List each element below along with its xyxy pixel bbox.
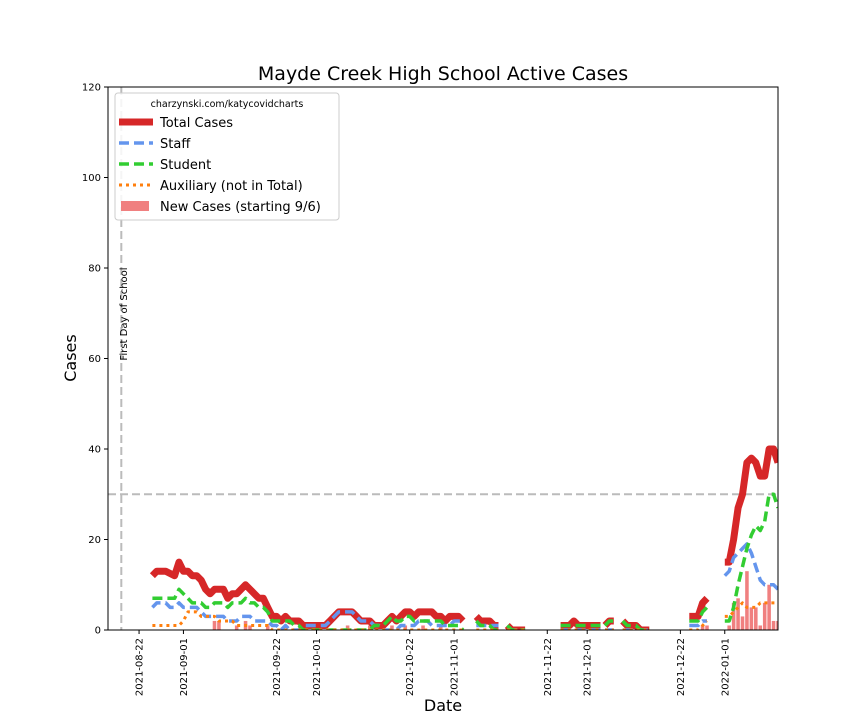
- new-cases-bar: [345, 625, 350, 630]
- student-line: [621, 619, 650, 630]
- new-cases-bar: [439, 625, 443, 630]
- staff-line: [689, 619, 707, 628]
- new-cases-bar: [403, 625, 408, 630]
- y-tick-label: 80: [88, 264, 101, 275]
- y-tick-label: 120: [82, 83, 101, 94]
- legend-box: [114, 92, 340, 221]
- y-tick-label: 0: [95, 626, 101, 637]
- total-cases-line: [724, 445, 778, 566]
- legend-item-total-cases: Total Cases: [159, 116, 233, 131]
- x-tick-label: 2021-12-01: [583, 638, 594, 696]
- x-tick-label: 2021-09-01: [179, 638, 190, 696]
- new-cases-bar: [754, 607, 758, 630]
- legend-item-student: Student: [160, 158, 211, 173]
- chart-title: Mayde Creek High School Active Cases: [258, 63, 628, 85]
- total-cases-line: [689, 595, 710, 620]
- x-tick-label: 2021-09-22: [272, 638, 283, 696]
- legend-title: charzynski.com/katycovidcharts: [151, 99, 304, 110]
- new-cases-bar: [234, 625, 239, 630]
- legend-item-new-cases: New Cases (starting 9/6): [160, 200, 321, 215]
- first-day-of-school-label: First Day of School: [119, 267, 130, 360]
- new-cases-bar: [745, 571, 749, 630]
- y-tick-label: 20: [88, 535, 101, 546]
- y-tick-label: 40: [88, 445, 101, 456]
- new-cases-bar: [705, 625, 709, 630]
- y-tick-label: 100: [82, 173, 101, 184]
- new-cases-bar: [762, 602, 767, 630]
- x-tick-label: 2021-11-01: [450, 638, 461, 696]
- legend: charzynski.com/katycovidcharts Total Case…: [114, 92, 340, 221]
- new-cases-bar: [771, 620, 776, 630]
- new-cases-bar: [700, 625, 705, 630]
- new-cases-bar: [217, 620, 221, 630]
- new-cases-bar: [731, 602, 736, 630]
- legend-item-staff: Staff: [160, 137, 191, 152]
- student-line: [724, 492, 778, 623]
- student-line: [603, 619, 614, 627]
- new-cases-bar: [421, 625, 425, 630]
- new-cases-bar: [368, 625, 372, 630]
- plot-clipped-group: First Day of School: [108, 87, 778, 630]
- new-cases-bar: [390, 625, 394, 630]
- student-line: [689, 606, 709, 623]
- staff-line: [151, 601, 463, 630]
- student-line: [152, 587, 465, 630]
- y-axis-label: Cases: [61, 334, 80, 382]
- legend-key-bar: [121, 201, 149, 211]
- staff-line: [723, 542, 778, 591]
- new-cases-bar: [727, 625, 731, 630]
- y-tick-label: 60: [88, 354, 101, 365]
- new-cases-bar: [265, 625, 270, 630]
- new-cases-bar: [758, 625, 763, 630]
- new-cases-bar: [749, 607, 754, 630]
- new-cases-bar: [740, 616, 745, 630]
- x-tick-label: 2021-10-01: [312, 638, 323, 696]
- x-tick-label: 2022-01-01: [720, 638, 731, 696]
- x-tick-label: 2021-10-22: [405, 638, 416, 696]
- new-cases-bar: [736, 598, 740, 630]
- new-cases-bar: [248, 625, 252, 630]
- x-tick-label: 2021-08-22: [135, 638, 146, 696]
- x-axis-label: Date: [424, 696, 462, 715]
- student-line: [475, 619, 499, 630]
- new-cases-bar: [767, 584, 771, 630]
- new-cases-bar: [212, 620, 217, 630]
- new-cases-bar: [776, 620, 778, 630]
- x-tick-label: 2021-12-22: [676, 638, 687, 696]
- x-tick-label: 2021-11-22: [543, 638, 554, 696]
- legend-item-auxiliary: Auxiliary (not in Total): [160, 179, 303, 194]
- plot-area: First Day of School 0 20 40 60 80 100 120 2021-0…: [82, 83, 779, 696]
